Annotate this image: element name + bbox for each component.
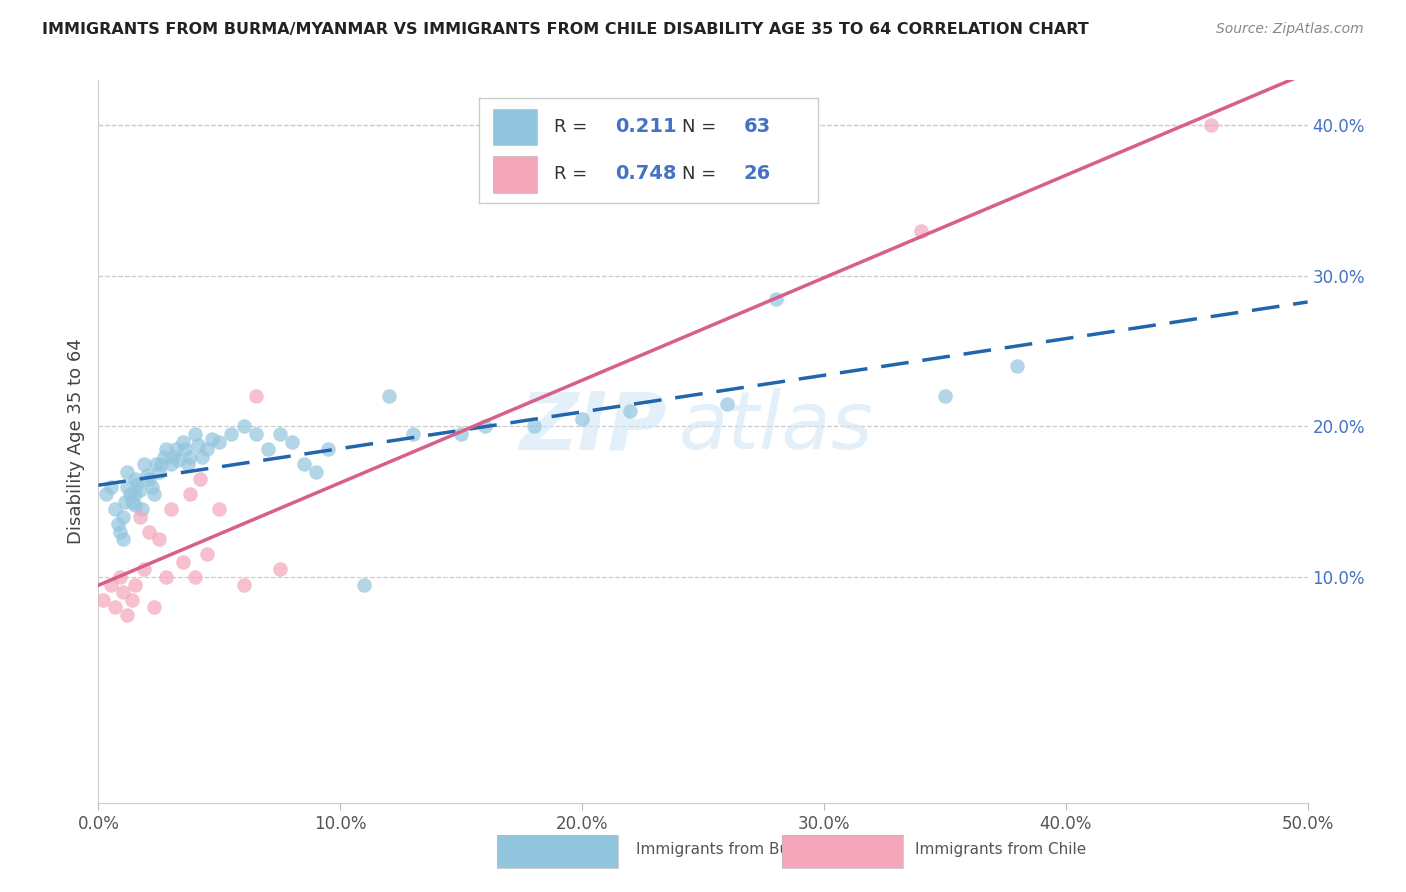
Text: atlas: atlas xyxy=(679,388,873,467)
Point xyxy=(143,487,166,501)
Point xyxy=(111,533,134,547)
Point xyxy=(281,434,304,449)
Text: ZIP: ZIP xyxy=(519,388,666,467)
Point xyxy=(765,292,787,306)
Point xyxy=(128,509,150,524)
Point xyxy=(177,457,200,471)
Point xyxy=(94,487,117,501)
Point xyxy=(124,472,146,486)
Point xyxy=(127,476,149,491)
Point xyxy=(245,427,267,442)
Point xyxy=(91,592,114,607)
Point xyxy=(162,450,184,464)
Point xyxy=(172,434,194,449)
Point xyxy=(208,434,231,449)
Point xyxy=(104,600,127,615)
Point xyxy=(104,502,127,516)
Point xyxy=(141,480,163,494)
Text: Immigrants from Chile: Immigrants from Chile xyxy=(915,842,1085,857)
Point xyxy=(232,577,254,591)
Point xyxy=(450,427,472,442)
Point xyxy=(316,442,339,456)
Point xyxy=(111,585,134,599)
Point xyxy=(150,457,173,471)
Point xyxy=(179,450,201,464)
Point xyxy=(145,457,167,471)
Point xyxy=(100,480,122,494)
Text: Immigrants from Burma/Myanmar: Immigrants from Burma/Myanmar xyxy=(637,842,897,857)
Point xyxy=(523,419,546,434)
Point xyxy=(571,412,593,426)
Point xyxy=(117,465,139,479)
Point xyxy=(187,437,209,451)
Point xyxy=(1007,359,1029,374)
Point xyxy=(716,397,738,411)
Point xyxy=(619,404,641,418)
Text: Source: ZipAtlas.com: Source: ZipAtlas.com xyxy=(1216,22,1364,37)
Point xyxy=(232,419,254,434)
Text: IMMIGRANTS FROM BURMA/MYANMAR VS IMMIGRANTS FROM CHILE DISABILITY AGE 35 TO 64 C: IMMIGRANTS FROM BURMA/MYANMAR VS IMMIGRA… xyxy=(42,22,1088,37)
Point xyxy=(165,442,187,456)
Point xyxy=(117,480,139,494)
Point xyxy=(167,452,190,467)
Point xyxy=(124,498,146,512)
Point xyxy=(474,419,496,434)
Point xyxy=(1199,119,1222,133)
Point xyxy=(191,450,214,464)
Point xyxy=(160,502,183,516)
Point xyxy=(934,389,956,403)
Point xyxy=(114,494,136,508)
Point xyxy=(118,487,141,501)
Point xyxy=(138,524,160,539)
Point xyxy=(269,562,291,576)
Point xyxy=(124,487,146,501)
Point xyxy=(269,427,291,442)
Point xyxy=(121,494,143,508)
Point xyxy=(155,570,177,584)
Point xyxy=(143,600,166,615)
Point xyxy=(134,562,156,576)
Point xyxy=(402,427,425,442)
Point xyxy=(184,570,207,584)
Point xyxy=(172,555,194,569)
Point xyxy=(195,548,218,562)
Point xyxy=(134,457,156,471)
Point xyxy=(910,224,932,238)
Point xyxy=(292,457,315,471)
Point xyxy=(148,465,170,479)
Point xyxy=(221,427,243,442)
Point xyxy=(111,509,134,524)
Point xyxy=(184,427,207,442)
Point xyxy=(245,389,267,403)
Point xyxy=(208,502,231,516)
Point xyxy=(195,442,218,456)
Point xyxy=(135,467,157,482)
Point xyxy=(124,577,146,591)
Y-axis label: Disability Age 35 to 64: Disability Age 35 to 64 xyxy=(66,339,84,544)
Point xyxy=(160,457,183,471)
Point xyxy=(100,577,122,591)
Point xyxy=(121,592,143,607)
Point xyxy=(201,432,224,446)
Point xyxy=(377,389,399,403)
Point xyxy=(108,570,131,584)
Point xyxy=(155,442,177,456)
Point xyxy=(107,517,129,532)
Point xyxy=(108,524,131,539)
Point xyxy=(131,502,153,516)
Point xyxy=(148,533,170,547)
Point xyxy=(128,483,150,497)
Point xyxy=(353,577,375,591)
Point xyxy=(174,442,197,456)
Point xyxy=(117,607,139,622)
Point xyxy=(305,465,328,479)
Point xyxy=(152,450,174,464)
Point xyxy=(256,442,278,456)
Point xyxy=(188,472,211,486)
Point xyxy=(179,487,201,501)
Point xyxy=(138,472,160,486)
